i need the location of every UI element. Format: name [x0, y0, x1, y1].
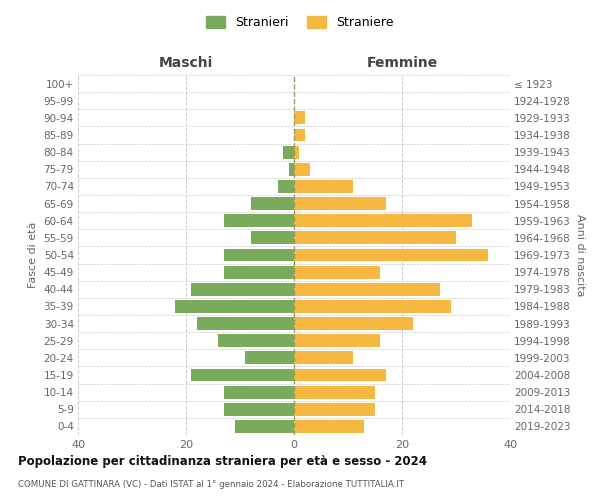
Bar — [294, 300, 451, 313]
Bar — [294, 248, 488, 262]
Bar — [294, 352, 353, 364]
Bar — [191, 368, 294, 382]
Bar — [191, 283, 294, 296]
Bar — [278, 180, 294, 193]
Bar — [294, 128, 305, 141]
Bar — [224, 403, 294, 415]
Text: Femmine: Femmine — [367, 56, 437, 70]
Bar — [294, 146, 299, 158]
Legend: Stranieri, Straniere: Stranieri, Straniere — [202, 11, 398, 34]
Y-axis label: Anni di nascita: Anni di nascita — [575, 214, 585, 296]
Bar — [251, 232, 294, 244]
Bar — [294, 214, 472, 227]
Text: Maschi: Maschi — [159, 56, 213, 70]
Bar — [294, 368, 386, 382]
Bar — [294, 197, 386, 210]
Bar — [245, 352, 294, 364]
Bar — [294, 112, 305, 124]
Bar — [218, 334, 294, 347]
Bar — [294, 266, 380, 278]
Bar — [294, 180, 353, 193]
Bar — [294, 232, 456, 244]
Bar — [224, 248, 294, 262]
Bar — [224, 214, 294, 227]
Bar — [289, 163, 294, 175]
Bar — [294, 403, 375, 415]
Bar — [235, 420, 294, 433]
Bar — [294, 317, 413, 330]
Bar — [294, 163, 310, 175]
Text: Popolazione per cittadinanza straniera per età e sesso - 2024: Popolazione per cittadinanza straniera p… — [18, 455, 427, 468]
Bar — [294, 283, 440, 296]
Bar — [251, 197, 294, 210]
Bar — [224, 266, 294, 278]
Bar — [175, 300, 294, 313]
Bar — [294, 420, 364, 433]
Bar — [197, 317, 294, 330]
Text: COMUNE DI GATTINARA (VC) - Dati ISTAT al 1° gennaio 2024 - Elaborazione TUTTITAL: COMUNE DI GATTINARA (VC) - Dati ISTAT al… — [18, 480, 404, 489]
Y-axis label: Fasce di età: Fasce di età — [28, 222, 38, 288]
Bar — [283, 146, 294, 158]
Bar — [294, 334, 380, 347]
Bar — [294, 386, 375, 398]
Bar — [224, 386, 294, 398]
